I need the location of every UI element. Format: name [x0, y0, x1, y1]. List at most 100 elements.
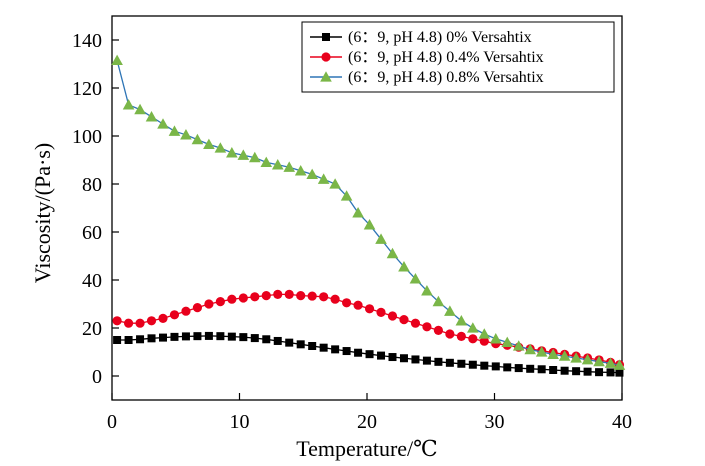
series-3-point	[352, 207, 364, 218]
series-1-point	[549, 366, 558, 374]
series-1-point	[457, 359, 466, 368]
series-3-point	[593, 355, 605, 367]
series-3-point	[581, 353, 594, 365]
y-tick-label: 40	[82, 270, 102, 292]
y-axis-label: Viscosity/(Pa·s)	[30, 143, 55, 283]
series-3-point	[455, 315, 468, 326]
series-2-point	[456, 331, 466, 341]
series-1-point	[193, 332, 202, 341]
series-3-point	[237, 149, 250, 160]
series-2-point	[330, 294, 340, 304]
series-3-point	[478, 328, 491, 339]
series-1-point	[285, 338, 294, 347]
series-3-line	[116, 60, 620, 366]
series-2-point	[445, 329, 455, 339]
series-2-point	[215, 297, 225, 307]
axes: 0 10 20 30 40 0 20 40 60 80 100 120 140	[72, 15, 632, 433]
legend-item: (6：9, pH 4.8) 0.4% Versahtix	[310, 49, 544, 66]
series-1-point	[615, 368, 624, 377]
series-3-point	[157, 118, 169, 129]
series-2-point	[146, 316, 157, 326]
series-2-point	[479, 336, 489, 346]
series-1	[113, 331, 624, 377]
series-3-point	[168, 125, 181, 136]
series-2-point	[250, 292, 260, 302]
series-3-point	[317, 173, 330, 184]
series-1-point	[560, 366, 569, 375]
series-3-point	[180, 129, 192, 140]
series-3-point	[226, 147, 238, 158]
series-3-point	[570, 352, 582, 363]
series-3-point	[306, 168, 318, 180]
series-1-point	[399, 354, 408, 363]
series-3-point	[547, 348, 559, 360]
series-3-point	[501, 336, 514, 348]
series-3-point	[489, 333, 502, 344]
series-3-point	[214, 142, 227, 153]
series-3-point	[398, 261, 410, 272]
series-2-point	[387, 311, 398, 321]
series-1-point	[354, 348, 363, 357]
series-1-point	[239, 333, 248, 342]
series-3-point	[524, 343, 536, 355]
series-1-point	[159, 333, 167, 342]
series-1-point	[537, 365, 546, 374]
legend: (6：9, pH 4.8) 0% Versahtix (6：9, pH 4.8) …	[301, 21, 615, 93]
legend-marker	[320, 71, 332, 82]
series-1-point	[124, 336, 133, 344]
series-2-point	[112, 316, 122, 326]
y-tick-label: 120	[72, 78, 102, 100]
series-2-point	[192, 303, 203, 313]
series-1-point	[262, 335, 271, 344]
series-3-point	[249, 151, 261, 163]
series-1-point	[445, 358, 454, 367]
series-3-point	[432, 295, 445, 307]
series-3-point	[329, 178, 341, 189]
series-1-point	[377, 351, 386, 360]
series-2-point	[227, 294, 237, 304]
series-1-point	[204, 331, 213, 340]
series-1-point	[422, 356, 431, 365]
series-1-point	[468, 360, 477, 369]
series-3-point	[294, 165, 307, 176]
series-3-point	[421, 285, 433, 296]
series-1-point	[503, 363, 512, 372]
series-3-point	[467, 322, 479, 333]
series-2-point	[410, 318, 421, 328]
series-3-point	[191, 133, 204, 145]
x-axis-label: Temperature/℃	[296, 436, 438, 461]
y-tick-label: 100	[72, 126, 102, 148]
series-1-point	[170, 332, 179, 341]
series-1-point	[526, 364, 535, 373]
series-1-point	[227, 332, 236, 341]
y-tick-label: 0	[92, 366, 102, 388]
series-2-point	[399, 315, 409, 325]
series-1-point	[595, 368, 604, 377]
series-2-point	[169, 310, 180, 320]
series-1-point	[365, 350, 374, 359]
series-2-point	[296, 291, 306, 301]
series-2-point	[433, 325, 443, 335]
x-tick-label: 40	[612, 411, 632, 433]
series-2-point	[273, 289, 283, 299]
series-3-point	[363, 219, 376, 230]
series-3-point	[122, 99, 135, 110]
x-tick-label: 20	[357, 411, 377, 433]
y-tick-label: 140	[72, 30, 102, 52]
series-layer	[111, 54, 626, 377]
series-2-point	[123, 318, 134, 328]
series-2-point	[135, 318, 145, 328]
series-1-point	[572, 367, 581, 376]
x-tick-label: 10	[230, 411, 250, 433]
series-3-point	[535, 346, 548, 357]
series-3	[111, 54, 626, 370]
legend-marker	[321, 52, 331, 62]
series-3-point	[340, 190, 353, 201]
series-1-point	[296, 340, 305, 349]
series-1-point	[480, 361, 489, 370]
series-3-point	[558, 350, 571, 361]
series-2-point	[181, 306, 191, 316]
series-3-point	[203, 138, 215, 150]
series-1-point	[273, 336, 282, 345]
series-3-point	[409, 273, 422, 284]
